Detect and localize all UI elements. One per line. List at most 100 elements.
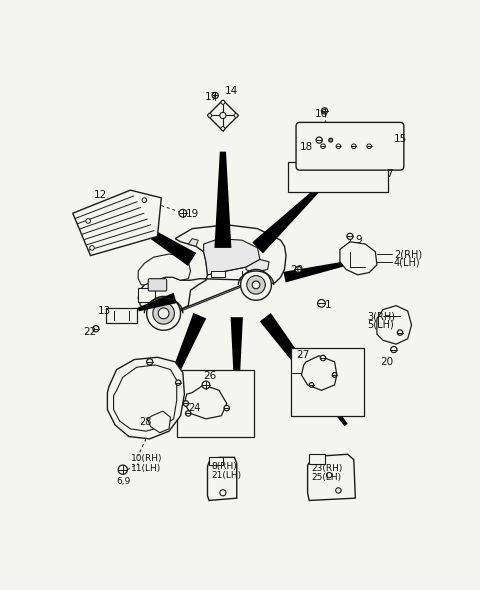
Circle shape bbox=[153, 303, 174, 324]
Polygon shape bbox=[301, 356, 337, 391]
Text: 25(LH): 25(LH) bbox=[312, 473, 342, 482]
Text: 19: 19 bbox=[186, 209, 199, 219]
Text: 16: 16 bbox=[315, 109, 328, 119]
Polygon shape bbox=[138, 254, 191, 285]
Circle shape bbox=[183, 401, 189, 406]
Polygon shape bbox=[73, 190, 161, 255]
Text: 13: 13 bbox=[98, 306, 111, 316]
Polygon shape bbox=[138, 293, 177, 312]
Text: 23(RH): 23(RH) bbox=[312, 464, 343, 473]
Circle shape bbox=[221, 127, 225, 130]
Circle shape bbox=[391, 346, 397, 353]
Text: 14: 14 bbox=[225, 86, 239, 96]
Circle shape bbox=[347, 233, 353, 240]
Circle shape bbox=[208, 113, 212, 117]
Circle shape bbox=[322, 108, 328, 114]
Text: 10(RH): 10(RH) bbox=[131, 454, 162, 463]
Polygon shape bbox=[159, 313, 206, 407]
Text: 17: 17 bbox=[205, 93, 218, 102]
Circle shape bbox=[318, 300, 325, 307]
Polygon shape bbox=[207, 100, 238, 131]
Polygon shape bbox=[188, 239, 198, 247]
Text: 20: 20 bbox=[381, 357, 394, 367]
Polygon shape bbox=[309, 454, 324, 464]
Text: 28: 28 bbox=[140, 417, 152, 427]
Circle shape bbox=[234, 113, 238, 117]
Polygon shape bbox=[260, 313, 348, 426]
Circle shape bbox=[93, 326, 99, 332]
Circle shape bbox=[321, 144, 325, 149]
Bar bbox=[291, 348, 364, 416]
Circle shape bbox=[90, 245, 94, 250]
Text: 2(RH): 2(RH) bbox=[394, 250, 422, 260]
Circle shape bbox=[295, 266, 301, 273]
Text: 21(LH): 21(LH) bbox=[211, 471, 241, 480]
Text: 11(LH): 11(LH) bbox=[131, 464, 161, 473]
Circle shape bbox=[212, 93, 218, 99]
Polygon shape bbox=[308, 454, 355, 500]
Circle shape bbox=[224, 405, 229, 411]
Circle shape bbox=[147, 359, 153, 365]
Polygon shape bbox=[184, 385, 227, 419]
Bar bbox=[211, 271, 225, 277]
Circle shape bbox=[320, 355, 326, 360]
Bar bbox=[288, 162, 388, 192]
FancyBboxPatch shape bbox=[148, 278, 167, 291]
Text: 18: 18 bbox=[300, 142, 313, 152]
Circle shape bbox=[336, 144, 341, 149]
Circle shape bbox=[367, 144, 372, 149]
Polygon shape bbox=[118, 211, 196, 266]
Circle shape bbox=[186, 411, 191, 416]
Circle shape bbox=[326, 473, 332, 478]
FancyBboxPatch shape bbox=[296, 122, 404, 170]
Text: 3(RH): 3(RH) bbox=[368, 311, 396, 321]
Text: 27: 27 bbox=[296, 349, 309, 359]
Text: 12: 12 bbox=[94, 190, 107, 200]
Circle shape bbox=[309, 383, 314, 387]
Circle shape bbox=[252, 281, 260, 289]
Text: 8(RH): 8(RH) bbox=[211, 462, 237, 471]
Circle shape bbox=[329, 138, 333, 142]
Circle shape bbox=[336, 488, 341, 493]
Polygon shape bbox=[108, 357, 184, 439]
Circle shape bbox=[86, 219, 90, 223]
Circle shape bbox=[316, 137, 322, 143]
Polygon shape bbox=[215, 152, 231, 248]
Polygon shape bbox=[283, 260, 354, 283]
Circle shape bbox=[220, 112, 226, 119]
Polygon shape bbox=[207, 457, 237, 500]
Circle shape bbox=[351, 144, 356, 149]
Circle shape bbox=[397, 330, 403, 335]
Polygon shape bbox=[252, 183, 324, 254]
Circle shape bbox=[179, 209, 187, 217]
Polygon shape bbox=[377, 306, 411, 344]
Text: 1: 1 bbox=[324, 300, 331, 310]
Text: 15: 15 bbox=[394, 134, 407, 144]
Bar bbox=[106, 308, 137, 323]
Polygon shape bbox=[114, 365, 177, 431]
Text: 26: 26 bbox=[204, 371, 217, 381]
Text: 24: 24 bbox=[188, 404, 201, 414]
Text: 6,9: 6,9 bbox=[117, 477, 131, 486]
Circle shape bbox=[220, 490, 226, 496]
Circle shape bbox=[118, 465, 127, 474]
Circle shape bbox=[247, 276, 265, 294]
Text: 7: 7 bbox=[386, 169, 393, 179]
Circle shape bbox=[158, 308, 169, 319]
Circle shape bbox=[142, 198, 147, 202]
Polygon shape bbox=[138, 225, 286, 311]
Text: 4(LH): 4(LH) bbox=[394, 258, 420, 268]
Text: 9: 9 bbox=[355, 235, 362, 245]
Circle shape bbox=[176, 380, 181, 385]
Circle shape bbox=[221, 100, 225, 104]
Circle shape bbox=[240, 270, 271, 300]
Circle shape bbox=[202, 381, 210, 389]
Text: 20: 20 bbox=[291, 265, 304, 275]
Polygon shape bbox=[209, 457, 223, 465]
Text: 5(LH): 5(LH) bbox=[368, 320, 395, 329]
Circle shape bbox=[147, 296, 180, 330]
Polygon shape bbox=[147, 411, 170, 432]
Polygon shape bbox=[246, 260, 269, 273]
Bar bbox=[138, 288, 155, 302]
Bar bbox=[177, 369, 254, 437]
